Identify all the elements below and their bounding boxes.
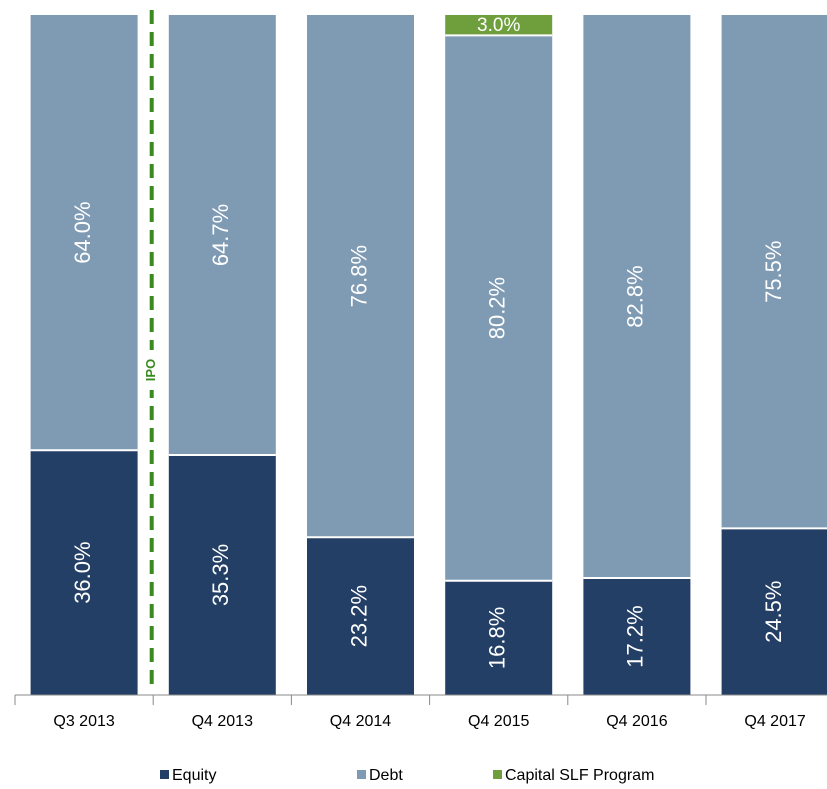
value-label: 3.0% [477,15,520,36]
bar-segment [721,15,827,529]
bar-segment [445,15,553,36]
x-tick-label: Q4 2014 [330,713,391,730]
ipo-label-bg [142,350,161,390]
value-label: 64.7% [208,204,233,266]
legend-swatch [493,770,502,779]
bar-segment [168,15,276,455]
legend-swatch [357,770,366,779]
value-label: 80.2% [485,277,510,339]
x-tick-label: Q3 2013 [53,713,114,730]
legend-label: Capital SLF Program [505,767,654,784]
bar-segment [445,35,553,581]
x-tick-label: Q4 2016 [606,713,667,730]
legend-swatch [160,770,169,779]
bar-segment [30,450,138,695]
bar-segment [307,15,414,538]
bar-segment [445,580,553,695]
legend-label: Equity [172,767,216,784]
value-label: 64.0% [70,201,95,263]
value-label: 24.5% [761,581,786,643]
value-label: 23.2% [346,585,371,647]
bar-segment [583,15,691,579]
x-tick-label: Q4 2015 [468,713,529,730]
value-label: 16.8% [485,607,510,669]
bar-segment [721,528,827,695]
value-label: 76.8% [346,245,371,307]
x-tick-label: Q4 2017 [744,713,805,730]
bar-segment [583,578,691,695]
value-label: 75.5% [761,241,786,303]
x-tick-label: Q4 2013 [192,713,253,730]
bar-segment [307,537,414,695]
bar-segment [30,15,138,451]
value-label: 35.3% [208,544,233,606]
legend-label: Debt [369,767,403,784]
bar-segment [168,454,276,695]
ipo-label: IPO [143,359,158,381]
value-label: 17.2% [623,605,648,667]
value-label: 36.0% [70,541,95,603]
value-label: 82.8% [623,265,648,327]
